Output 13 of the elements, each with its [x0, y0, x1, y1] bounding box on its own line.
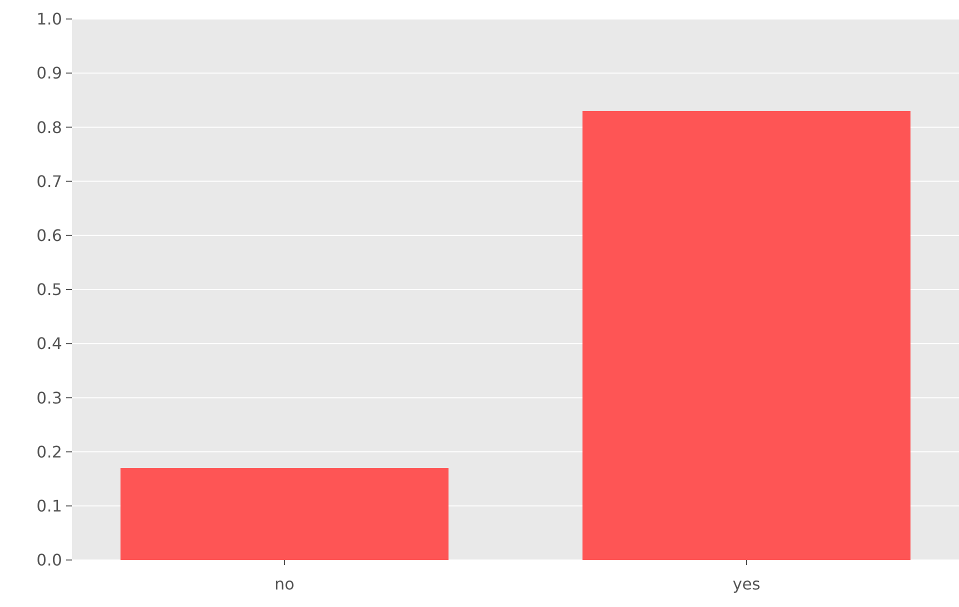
- y-tick-label: 0.8: [36, 118, 62, 137]
- x-tick-label: yes: [732, 574, 760, 594]
- y-tick-label: 0.1: [36, 496, 62, 516]
- y-tick-label: 0.0: [36, 550, 62, 570]
- y-tick-label: 0.2: [36, 442, 62, 462]
- y-tick-label: 0.9: [36, 64, 62, 83]
- x-tick-label: no: [274, 574, 294, 594]
- y-tick-label: 0.7: [36, 172, 62, 191]
- y-tick-label: 1.0: [36, 10, 62, 29]
- y-tick-label: 0.6: [36, 226, 62, 245]
- y-tick-label: 0.5: [36, 280, 62, 300]
- y-tick-label: 0.4: [36, 334, 62, 354]
- y-tick-label: 0.3: [36, 388, 62, 408]
